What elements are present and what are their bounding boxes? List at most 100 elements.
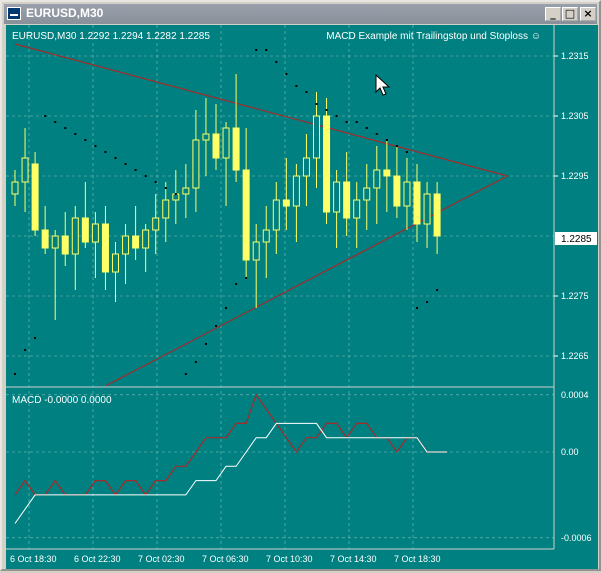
sar-point: [385, 139, 388, 141]
sar-point: [64, 127, 67, 129]
sar-point: [84, 139, 87, 141]
price-tick-label: 1.2275: [561, 291, 589, 301]
sar-point: [184, 373, 187, 375]
time-tick-label: 7 Oct 06:30: [202, 554, 249, 564]
candle-body: [162, 199, 170, 219]
time-tick-label: 7 Oct 18:30: [394, 554, 441, 564]
price-chart[interactable]: 1.2315 1.2305 1.2295 1.2275 1.2265 0.0004 0.0…: [6, 25, 598, 569]
candle-body: [101, 223, 109, 273]
candle-body: [91, 223, 99, 243]
price-tick-label: 1.2265: [561, 351, 589, 361]
close-button[interactable]: ×: [580, 7, 596, 21]
candle-body: [51, 235, 59, 249]
sar-point: [225, 307, 228, 309]
sar-point: [124, 163, 127, 165]
candle-body: [142, 229, 150, 249]
time-tick-label: 6 Oct 18:30: [10, 554, 57, 564]
sar-point: [295, 85, 298, 87]
sar-point: [335, 115, 338, 117]
sar-point: [154, 181, 157, 183]
candle-body: [313, 115, 320, 159]
candle-body: [21, 157, 29, 183]
time-tick-label: 7 Oct 02:30: [138, 554, 185, 564]
candle-body: [302, 157, 310, 177]
candle-body: [41, 229, 49, 249]
candle-body: [333, 181, 341, 213]
sar-point: [74, 133, 77, 135]
candle-body: [323, 115, 331, 213]
sar-point: [34, 337, 37, 339]
sar-point: [44, 115, 47, 117]
macd-tick-label: -0.0006: [561, 533, 592, 543]
sar-point: [94, 145, 97, 147]
candle-body: [212, 133, 220, 159]
macd-tick-label: 0.00: [561, 447, 579, 457]
minimize-button[interactable]: _: [545, 7, 561, 21]
current-price-label: 1.2285: [561, 234, 592, 245]
candle-body: [282, 199, 290, 207]
sar-point: [114, 157, 117, 159]
candle-body: [11, 181, 19, 195]
sar-point: [24, 349, 27, 351]
candle-body: [262, 229, 270, 243]
candle-body: [242, 169, 250, 261]
sar-point: [144, 175, 147, 177]
sar-point: [204, 343, 207, 345]
macd-signal-line: [14, 393, 448, 496]
time-tick-label: 7 Oct 10:30: [266, 554, 313, 564]
sar-point: [194, 361, 197, 363]
sar-point: [285, 73, 288, 75]
candle-body: [343, 181, 351, 219]
time-tick-label: 7 Oct 14:30: [330, 554, 377, 564]
price-tick-label: 1.2315: [561, 51, 589, 61]
maximize-button[interactable]: □: [562, 7, 578, 21]
mouse-cursor-icon: [375, 73, 391, 96]
chart-area[interactable]: 1.2315 1.2305 1.2295 1.2275 1.2265 0.0004 0.0…: [6, 25, 598, 569]
trend-line: [14, 43, 508, 177]
candle-body: [433, 193, 441, 237]
sar-point: [416, 307, 418, 309]
candle-body: [61, 235, 69, 255]
title-bar[interactable]: EURUSD,M30 _ □ ×: [4, 4, 597, 24]
sar-point: [255, 49, 258, 51]
macd-label: MACD -0.0000 0.0000: [12, 395, 112, 406]
candle-body: [31, 163, 39, 231]
candle-body: [252, 241, 260, 261]
time-tick-label: 6 Oct 22:30: [74, 554, 121, 564]
candle-body: [423, 193, 431, 225]
sar-point: [355, 121, 358, 123]
sar-point: [315, 103, 318, 105]
macd-main-line: [14, 422, 448, 524]
sar-point: [395, 145, 398, 147]
sar-point: [134, 169, 137, 171]
candle-body: [403, 181, 411, 207]
sar-point: [275, 61, 278, 63]
sar-point: [164, 187, 167, 189]
candle-body: [192, 139, 200, 189]
sar-point: [215, 325, 217, 327]
candle-body: [292, 175, 300, 207]
candle-body: [393, 175, 401, 207]
sar-point: [14, 373, 16, 375]
candle-body: [383, 169, 391, 177]
chart-window-icon: [7, 7, 21, 20]
candle-body: [363, 187, 371, 201]
sar-point: [365, 127, 368, 129]
sar-point: [325, 109, 328, 111]
window-title: EURUSD,M30: [26, 6, 104, 20]
sar-point: [436, 289, 439, 291]
candle-body: [71, 217, 79, 255]
candle-body: [373, 169, 381, 189]
candle-body: [272, 199, 280, 231]
current-price-marker: [555, 232, 597, 245]
expert-label: MACD Example mit Trailingstop und Stoplo…: [326, 31, 541, 42]
sar-point: [235, 283, 238, 285]
sar-point: [54, 121, 57, 123]
macd-tick-label: 0.0004: [561, 390, 589, 400]
price-tick-label: 1.2305: [561, 111, 589, 121]
sar-point: [405, 151, 408, 153]
sar-point: [305, 91, 308, 93]
sar-point: [426, 301, 429, 303]
candle-body: [182, 187, 190, 195]
sar-point: [104, 151, 107, 153]
